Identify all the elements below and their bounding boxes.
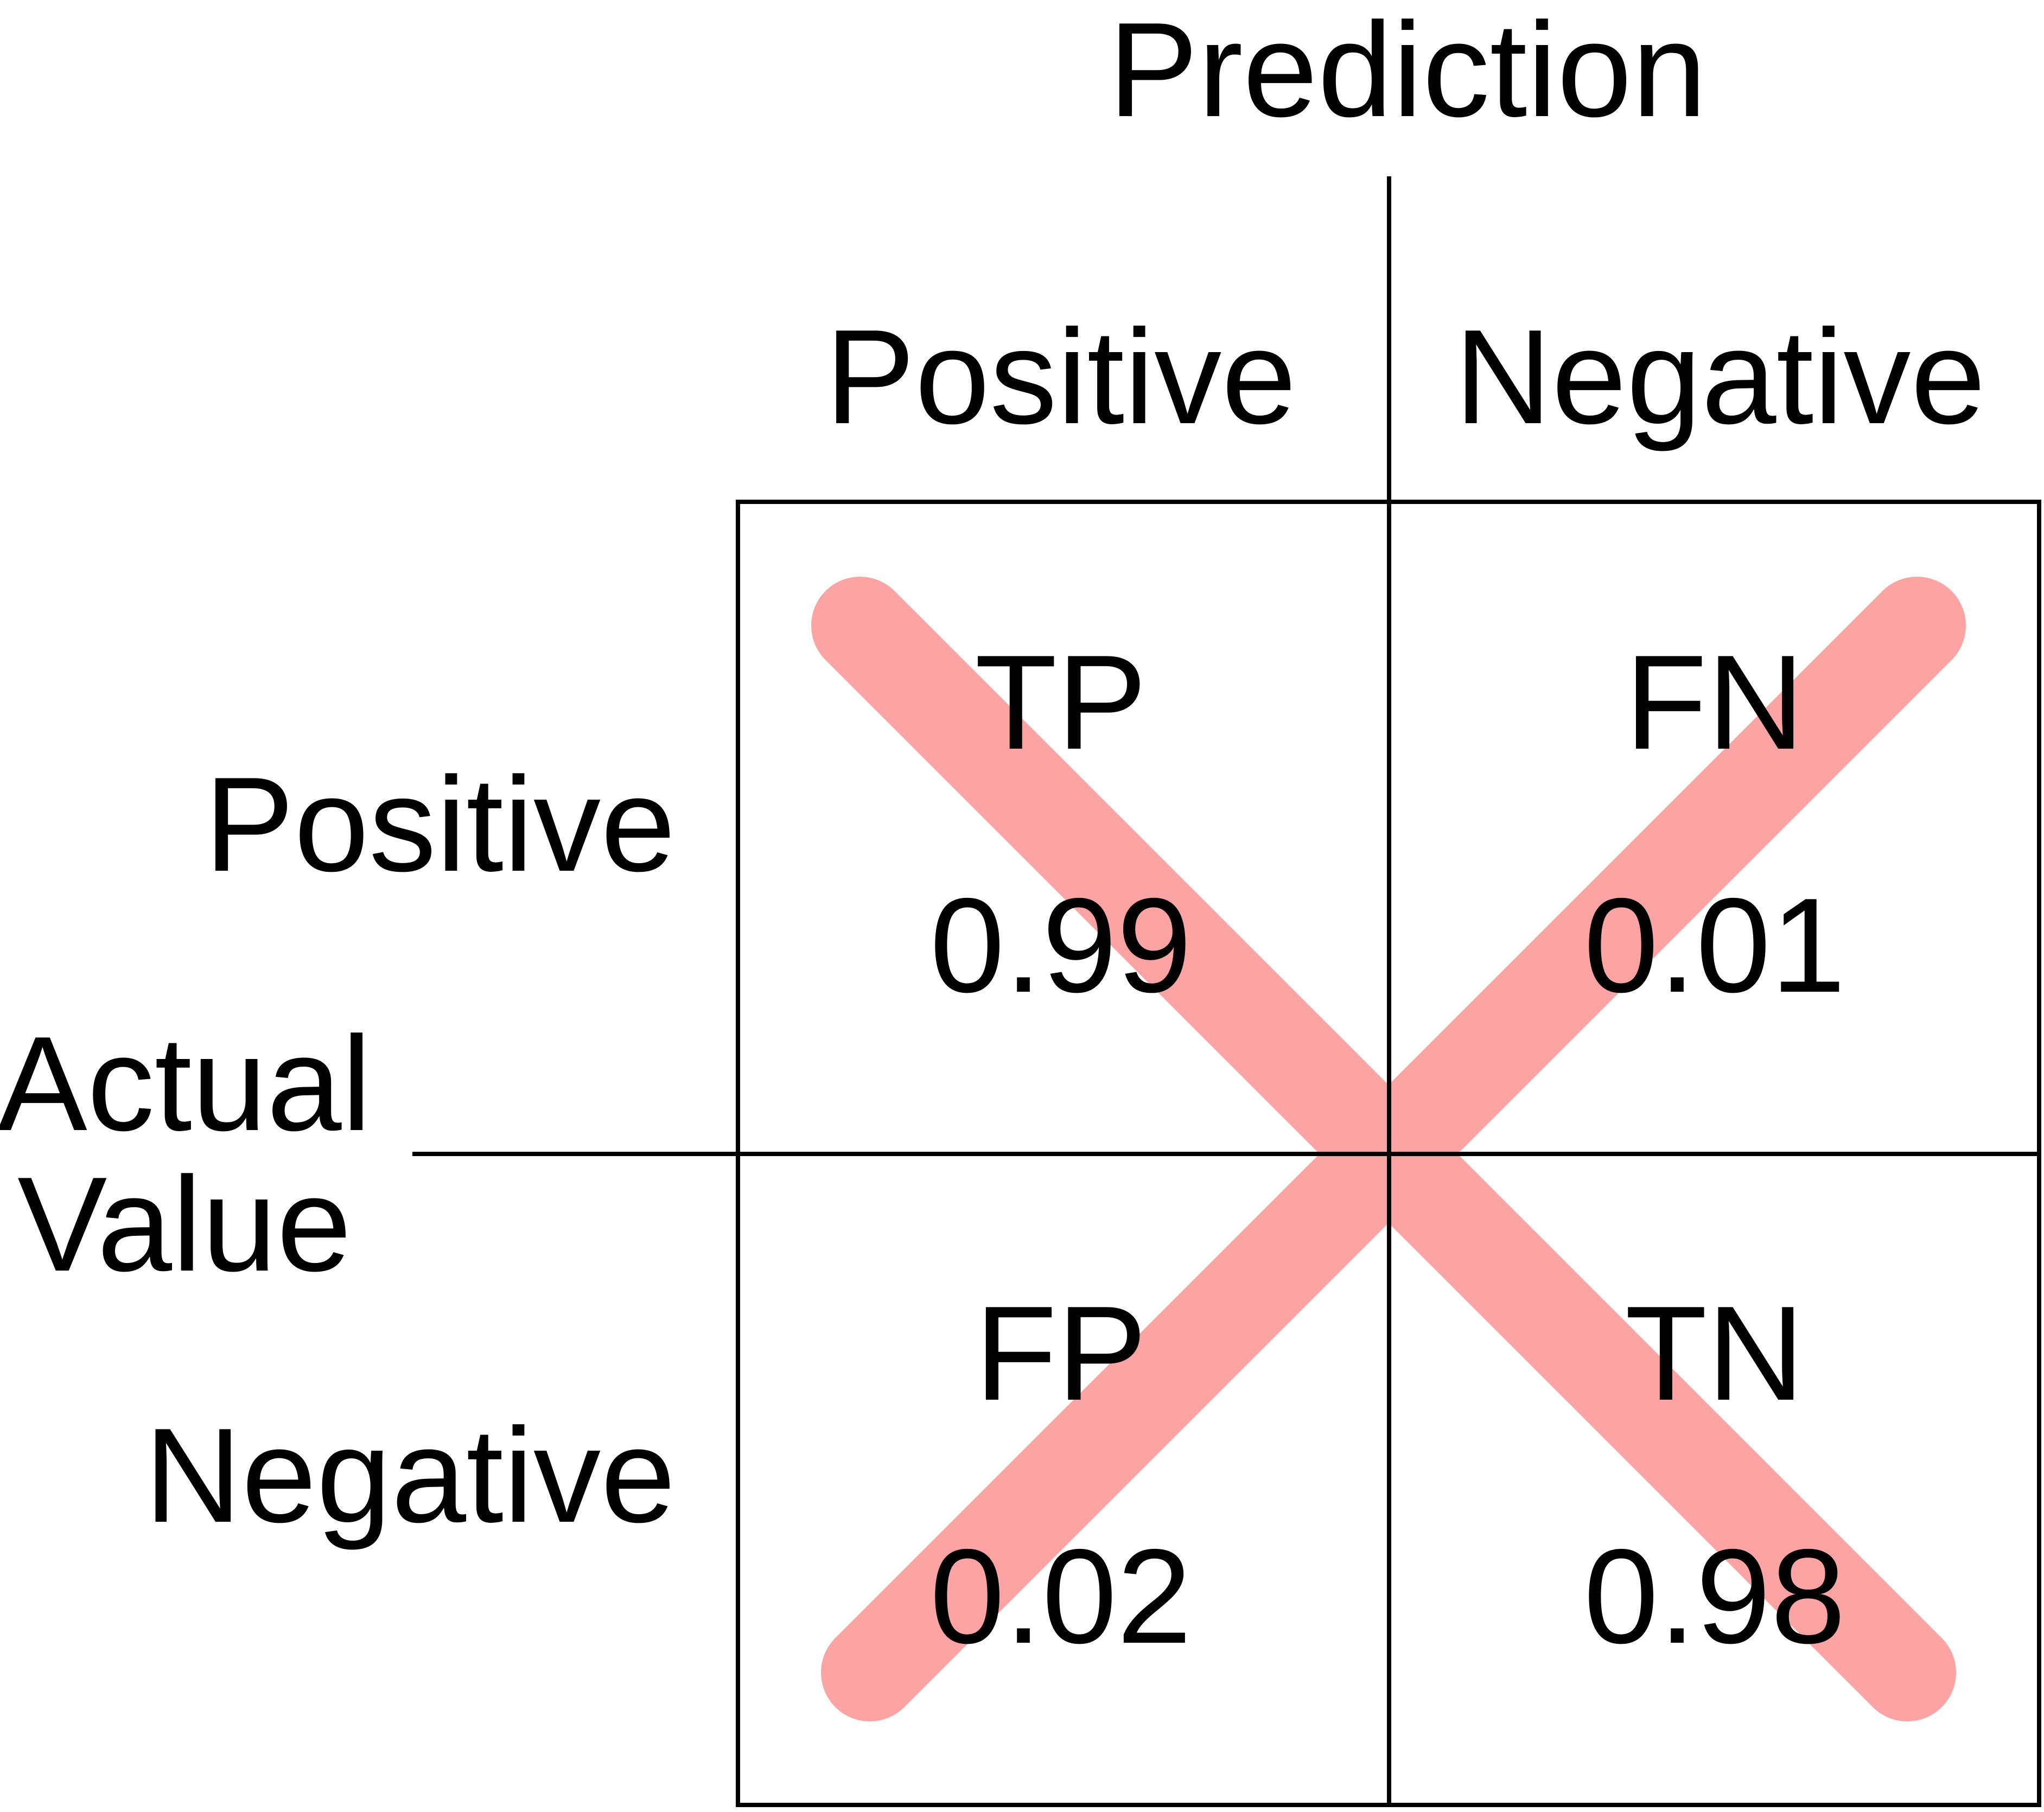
row-label-positive: Positive xyxy=(205,749,676,899)
actual-value-label-line2: Value xyxy=(17,1149,352,1299)
prediction-title: Prediction xyxy=(1109,0,1707,145)
cell-tp-value: 0.99 xyxy=(930,870,1192,1020)
actual-value-label-line1: Actual xyxy=(0,1008,372,1159)
column-label-negative: Negative xyxy=(1455,301,1986,452)
column-label-positive: Positive xyxy=(825,301,1296,452)
cell-fn-abbr: FN xyxy=(1625,627,1805,777)
cell-tn-abbr: TN xyxy=(1625,1278,1805,1428)
row-label-negative: Negative xyxy=(144,1400,676,1551)
cross-mark xyxy=(811,577,1966,1721)
matrix-grid xyxy=(412,176,2041,1807)
cell-tp-abbr: TP xyxy=(975,627,1147,777)
cell-fn-value: 0.01 xyxy=(1584,870,1846,1020)
cell-tn-value: 0.98 xyxy=(1584,1521,1846,1671)
cell-fp-abbr: FP xyxy=(975,1278,1147,1428)
cell-fp-value: 0.02 xyxy=(930,1521,1192,1671)
cross-stroke-diagonal-up xyxy=(821,577,1966,1721)
